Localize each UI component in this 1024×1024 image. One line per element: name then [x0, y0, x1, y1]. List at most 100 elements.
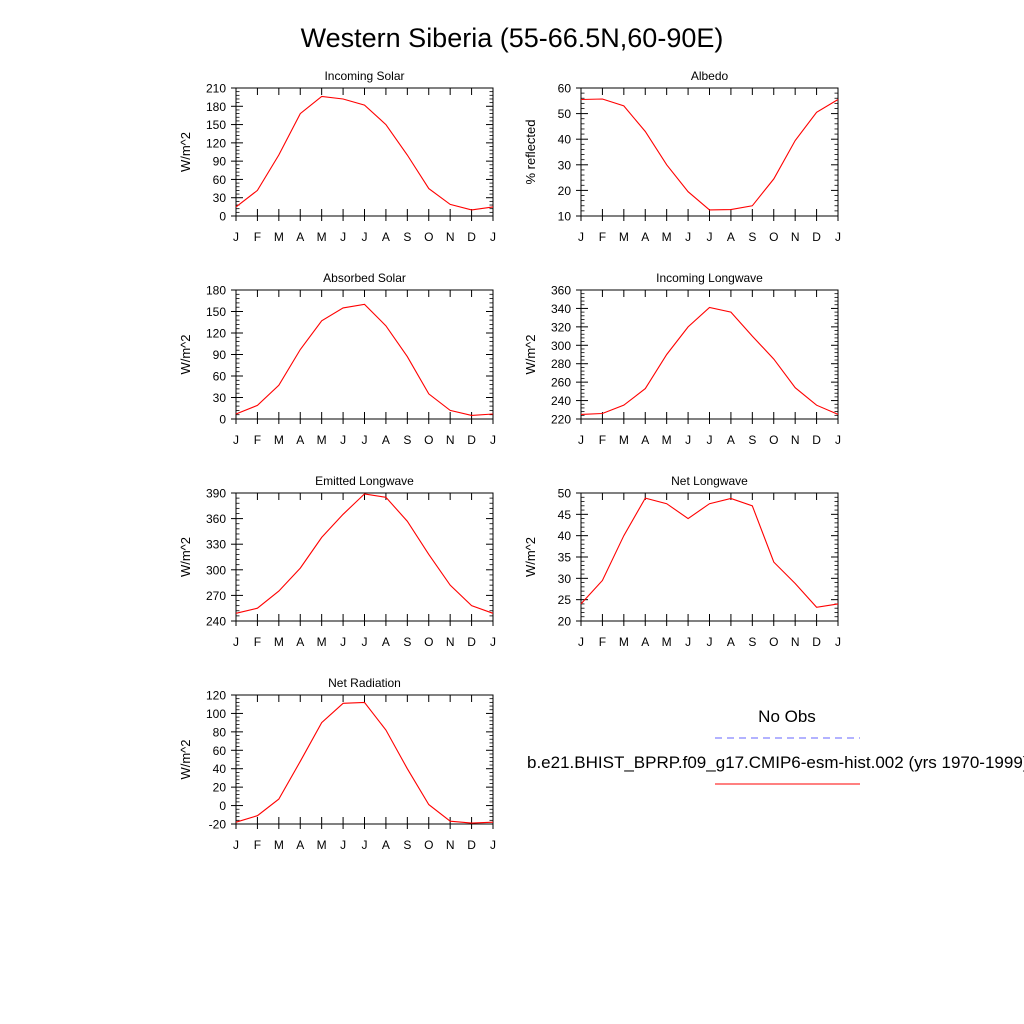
- x-tick-label: N: [446, 635, 455, 649]
- x-tick-label: J: [233, 838, 239, 852]
- y-tick-label: 40: [558, 133, 572, 147]
- x-tick-label: M: [662, 230, 672, 244]
- x-tick-label: J: [685, 635, 691, 649]
- x-tick-label: M: [274, 838, 284, 852]
- plot-frame-incoming-solar: [235, 87, 494, 217]
- x-tick-label: O: [769, 230, 778, 244]
- x-tick-label: F: [254, 230, 261, 244]
- y-tick-label: 360: [551, 284, 571, 298]
- plot-frame-emitted-longwave: [235, 492, 494, 622]
- series-line-emitted-longwave: [235, 493, 494, 614]
- y-tick-label: 300: [206, 563, 226, 577]
- x-tick-label: M: [274, 635, 284, 649]
- x-tick-label: N: [791, 635, 800, 649]
- plot-frame-net-radiation: [235, 694, 494, 825]
- x-tick-label: D: [467, 433, 476, 447]
- x-tick-label: F: [254, 838, 261, 852]
- y-tick-label: 50: [558, 487, 572, 501]
- y-tick-label: 20: [558, 184, 572, 198]
- plot-frame-incoming-longwave: [580, 289, 839, 420]
- x-tick-label: A: [727, 635, 735, 649]
- x-tick-label: F: [254, 433, 261, 447]
- legend-obs-label: No Obs: [758, 707, 816, 726]
- x-tick-label: F: [599, 433, 606, 447]
- x-tick-label: A: [382, 433, 390, 447]
- series-line-incoming-solar: [235, 95, 494, 211]
- x-tick-label: F: [599, 230, 606, 244]
- x-tick-label: O: [424, 230, 433, 244]
- x-tick-label: J: [578, 635, 584, 649]
- y-tick-label: 150: [206, 118, 226, 132]
- x-tick-label: D: [467, 230, 476, 244]
- x-tick-label: A: [382, 635, 390, 649]
- y-tick-label: 20: [558, 615, 572, 629]
- x-tick-label: S: [748, 433, 756, 447]
- x-tick-label: J: [835, 433, 841, 447]
- x-tick-label: A: [296, 433, 304, 447]
- x-tick-label: A: [641, 433, 649, 447]
- x-tick-label: M: [619, 433, 629, 447]
- panel-incoming-solar: Incoming Solar W/m^2 0 30 60 90 120 150 180 210 J F…: [178, 69, 496, 244]
- x-tick-label: J: [362, 433, 368, 447]
- y-tick-label: 25: [558, 593, 572, 607]
- y-tick-label: 260: [551, 376, 571, 390]
- y-tick-label: 0: [219, 210, 226, 224]
- x-tick-label: A: [296, 838, 304, 852]
- y-tick-label: 30: [213, 391, 227, 405]
- y-tick-label: 50: [558, 107, 572, 121]
- x-tick-label: A: [727, 433, 735, 447]
- x-tick-label: M: [317, 433, 327, 447]
- y-tick-label: 40: [558, 529, 572, 543]
- y-tick-label: 100: [206, 707, 226, 721]
- x-tick-label: F: [254, 635, 261, 649]
- x-tick-label: J: [362, 635, 368, 649]
- plot-frame-absorbed-solar: [235, 289, 494, 420]
- plot-frame-net-longwave: [580, 492, 839, 622]
- x-tick-label: J: [707, 230, 713, 244]
- y-tick-label: 360: [206, 512, 226, 526]
- y-tick-label: 60: [213, 173, 227, 187]
- x-tick-label: N: [446, 433, 455, 447]
- x-tick-label: A: [296, 230, 304, 244]
- x-tick-label: O: [424, 838, 433, 852]
- y-tick-label: 220: [551, 413, 571, 427]
- y-tick-label: 180: [206, 284, 226, 298]
- x-tick-label: F: [599, 635, 606, 649]
- y-tick-label: 300: [551, 339, 571, 353]
- series-line-albedo: [580, 98, 839, 211]
- y-tick-label: 60: [213, 370, 227, 384]
- y-tick-label: 35: [558, 551, 572, 565]
- y-tick-label: 340: [551, 302, 571, 316]
- panel-title-incoming-solar: Incoming Solar: [324, 69, 404, 83]
- y-tick-label: 330: [206, 538, 226, 552]
- y-tick-label: 30: [558, 572, 572, 586]
- x-tick-label: J: [340, 838, 346, 852]
- y-tick-label: 0: [219, 413, 226, 427]
- y-tick-label: 60: [213, 744, 227, 758]
- x-tick-label: J: [490, 433, 496, 447]
- y-tick-label: 80: [213, 725, 227, 739]
- series-line-net-radiation: [235, 701, 494, 824]
- y-axis-label-net-longwave: W/m^2: [523, 537, 538, 577]
- x-tick-label: A: [641, 635, 649, 649]
- x-tick-label: S: [748, 230, 756, 244]
- x-tick-label: D: [467, 635, 476, 649]
- x-tick-label: M: [619, 230, 629, 244]
- figure-title: Western Siberia (55-66.5N,60-90E): [301, 23, 724, 53]
- plot-frame-albedo: [580, 87, 839, 217]
- panel-title-emitted-longwave: Emitted Longwave: [315, 474, 414, 488]
- x-tick-label: S: [403, 433, 411, 447]
- y-tick-label: 150: [206, 305, 226, 319]
- series-line-incoming-longwave: [580, 306, 839, 415]
- y-tick-label: 20: [213, 781, 227, 795]
- x-tick-label: J: [685, 433, 691, 447]
- x-tick-label: A: [641, 230, 649, 244]
- y-tick-label: 240: [551, 394, 571, 408]
- y-tick-label: 320: [551, 320, 571, 334]
- x-tick-label: S: [748, 635, 756, 649]
- x-tick-label: J: [233, 433, 239, 447]
- panel-emitted-longwave: Emitted Longwave W/m^2 240 270 300 330 360 390 J…: [178, 474, 496, 649]
- y-tick-label: 0: [219, 799, 226, 813]
